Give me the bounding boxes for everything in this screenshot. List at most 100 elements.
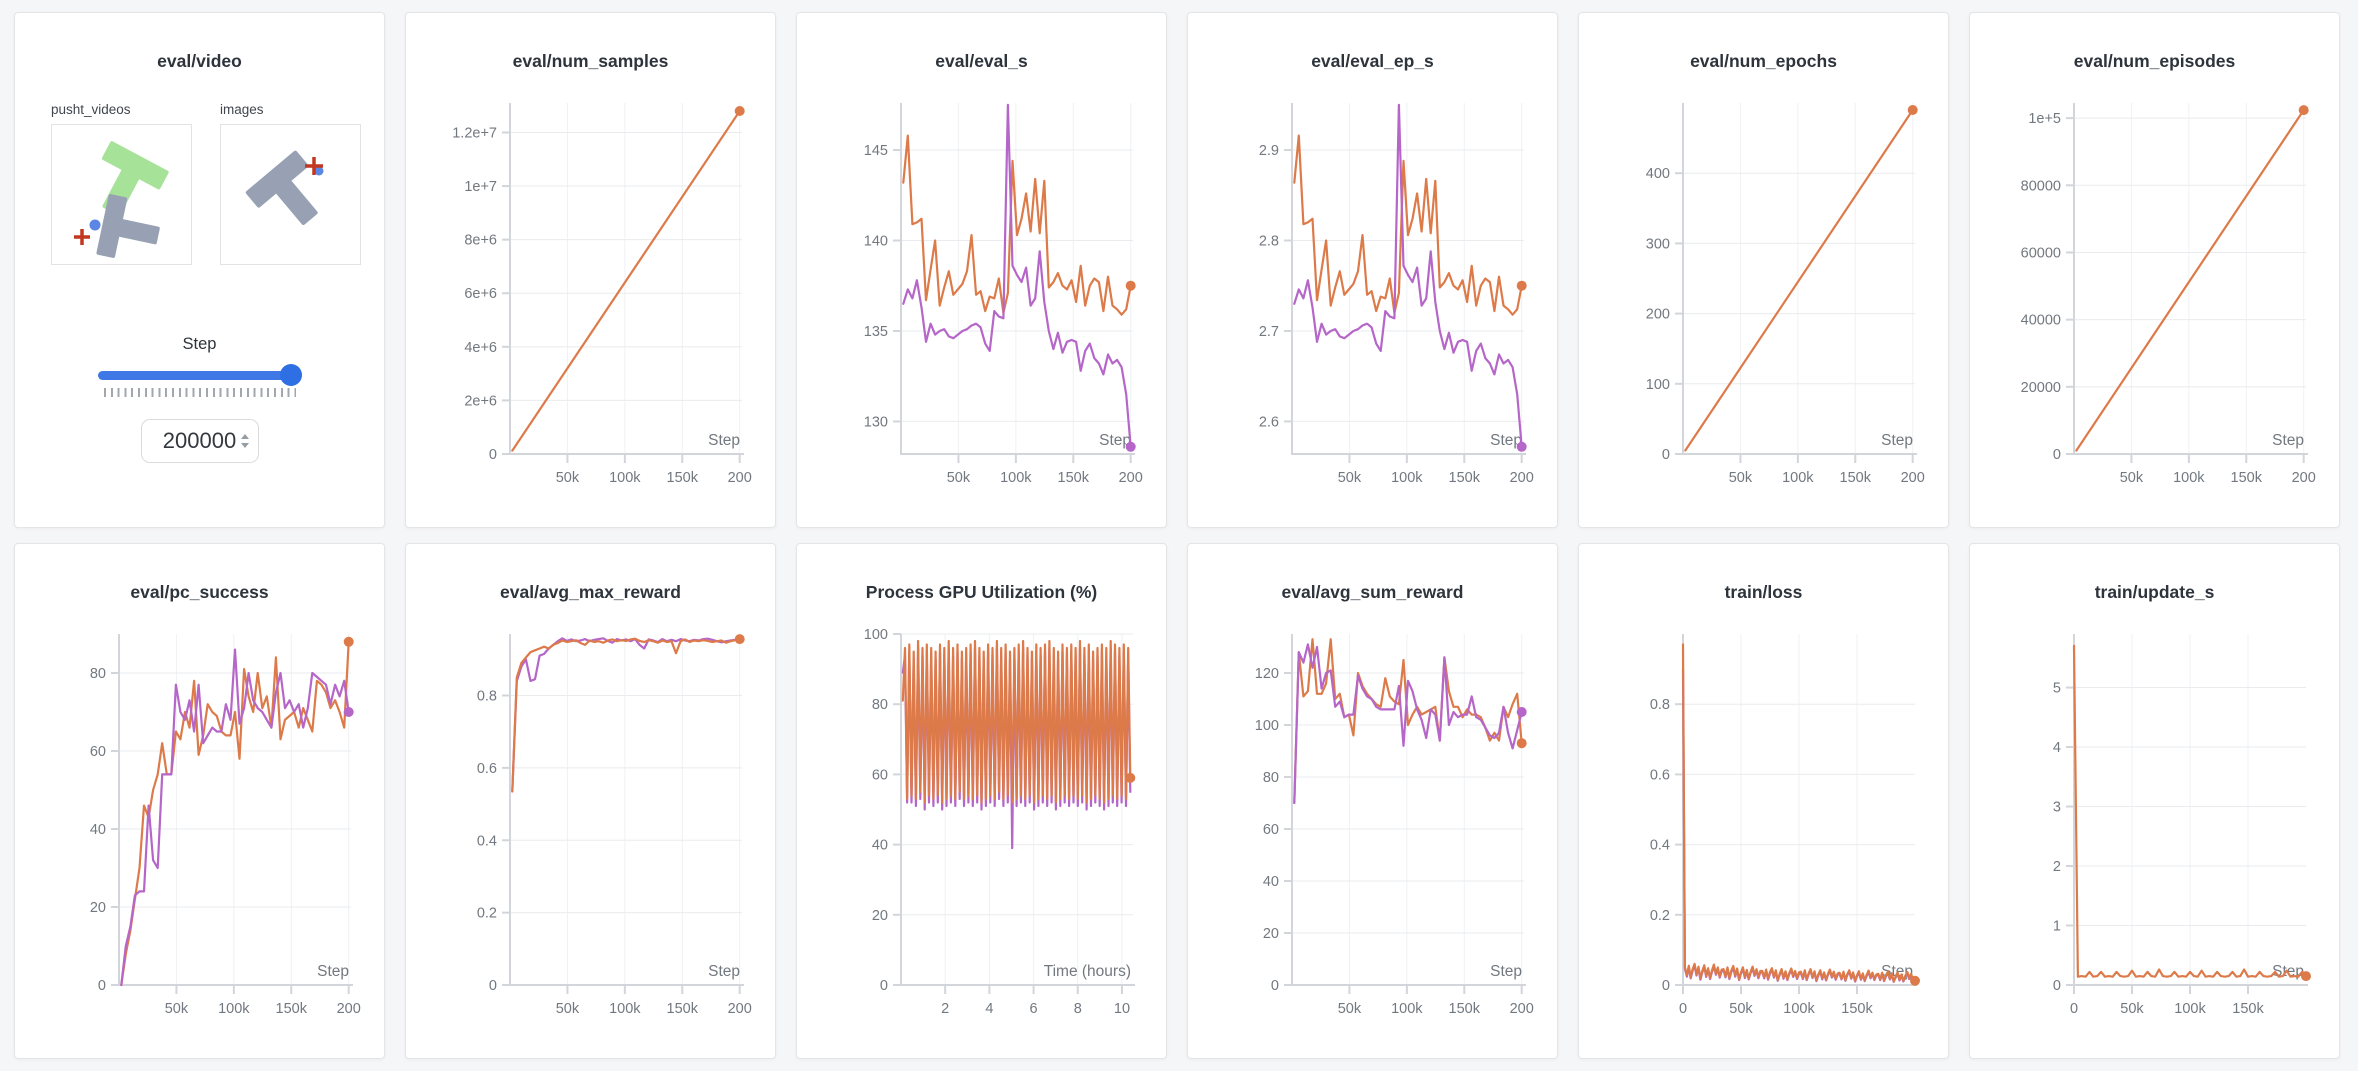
series-line-purple [1293,643,1523,805]
chart-title: eval/num_episodes [2073,51,2236,71]
x-tick-label: 8 [1074,1001,1082,1017]
step-input-value: 200000 [162,428,237,453]
step-up-icon[interactable] [240,434,249,439]
y-tick-label: 20 [1263,926,1279,942]
stepper-arrows-icon[interactable] [240,434,249,448]
x-tick-label: 100k [1783,1001,1815,1017]
panel-eval-num-episodes: eval/num_episodes 50k 100k 150k 200 0 20000 400… [1969,12,2340,528]
panel-process-gpu-utilization: Process GPU Utilization (%) 2 4 6 8 10 0 20 40 60… [796,543,1167,1059]
y-tick-label: 6e+6 [464,286,497,302]
series-end-dot-purple [1125,441,1136,452]
chart-canvas[interactable]: 50k 100k 150k 200 0 20000 40000 60000 80000 1e+5 S… [1970,13,2340,528]
chart-canvas[interactable]: 50k 100k 150k 200 0 20 40 60 80 Step [15,544,385,1059]
panel-eval-num-epochs: eval/num_epochs 50k 100k 150k 200 0 100 200 300 4… [1578,12,1949,528]
media-item-images: images [220,102,361,265]
y-tick-label: 1.2e+7 [452,125,497,141]
step-slider-label: Step [182,335,217,353]
series-line-purple [902,103,1132,448]
media-item-pusht-videos: pusht_videos [51,102,192,265]
y-tick-label: 135 [864,324,888,340]
x-tick-label: 100k [1000,470,1032,486]
step-input[interactable]: 200000 [140,419,259,463]
x-tick-label: 200 [2292,470,2316,486]
series-line-orange [901,639,1132,804]
y-tick-label: 1e+7 [464,179,497,195]
chart-canvas[interactable]: 50k 100k 150k 200 130 135 140 145 Step [797,13,1167,528]
x-tick-label: 50k [556,470,580,486]
series-line-orange [1681,643,1917,983]
panel-eval-video: eval/video pusht_videos [14,12,385,528]
x-tick-label: 150k [1058,470,1090,486]
y-tick-label: 2.6 [1259,414,1279,430]
media-row: pusht_videos [15,102,384,265]
chart-title: train/update_s [2094,582,2215,602]
y-tick-label: 1 [2053,919,2061,935]
x-tick-label: 50k [2120,1001,2144,1017]
goal-dot [89,219,101,231]
images-thumbnail[interactable] [220,124,361,265]
x-tick-label: 200 [728,470,752,486]
chart-canvas[interactable]: 50k 100k 150k 200 0 20 40 60 80 100 120 Step [1188,544,1558,1059]
x-tick-label: 200 [728,1001,752,1017]
x-tick-label: 200 [1510,470,1534,486]
pusht-videos-thumbnail[interactable] [51,124,192,265]
y-tick-label: 0.8 [477,689,497,705]
x-tick-label: 50k [1338,1001,1362,1017]
step-slider-thumb[interactable] [280,364,303,386]
chart-canvas[interactable]: 50k 100k 150k 200 0 2e+6 4e+6 6e+6 8e+6 1e+7 1.2e+… [406,13,776,528]
x-axis-label: Step [708,963,740,980]
y-tick-label: 0 [880,978,888,994]
series-end-dot-orange [734,106,745,116]
chart-canvas[interactable]: 50k 100k 150k 200 0 0.2 0.4 0.6 0.8 Step [406,544,776,1059]
chart-canvas[interactable]: 50k 100k 150k 200 0 100 200 300 400 Step [1579,13,1949,528]
x-tick-label: 150k [1840,470,1872,486]
x-tick-label: 6 [1030,1001,1038,1017]
step-slider[interactable] [97,364,303,386]
y-tick-label: 5 [2053,681,2061,697]
series-line-purple [120,648,350,987]
step-down-icon[interactable] [240,443,249,448]
step-slider-track[interactable] [97,371,302,380]
x-tick-label: 10 [1114,1001,1130,1017]
x-tick-label: 100k [2173,470,2205,486]
series-line-orange [120,640,350,987]
x-tick-label: 150k [1449,1001,1481,1017]
chart-title: eval/eval_s [935,51,1028,71]
panel-train-loss: train/loss 0 50k 100k 150k 0 0.2 0.4 0.6 0.8 Step [1578,543,1949,1059]
x-tick-label: 50k [556,1001,580,1017]
x-tick-label: 150k [2231,470,2263,486]
y-tick-label: 2.8 [1259,234,1279,250]
series-end-dot-purple [1516,441,1527,452]
x-tick-label: 200 [337,1001,361,1017]
x-tick-label: 50k [947,470,971,486]
y-tick-label: 20000 [2021,380,2061,396]
y-tick-label: 100 [864,627,888,643]
x-tick-label: 2 [941,1001,949,1017]
series-line-orange [1293,638,1523,805]
series-end-dot-orange [1516,280,1527,291]
y-tick-label: 4e+6 [464,340,497,356]
y-tick-label: 145 [864,143,888,159]
image-frame [245,150,324,225]
series-line-orange [2075,108,2305,452]
chart-title: eval/avg_max_reward [500,582,681,602]
media-label: pusht_videos [51,102,131,117]
chart-title: eval/avg_sum_reward [1281,582,1464,602]
x-tick-label: 100k [1391,1001,1423,1017]
series-end-dot-orange [1907,105,1918,115]
y-tick-label: 80 [1263,770,1279,786]
x-axis-label: Step [1490,432,1522,449]
chart-canvas[interactable]: 50k 100k 150k 200 2.6 2.7 2.8 2.9 Step [1188,13,1558,528]
y-tick-label: 2e+6 [464,393,497,409]
x-axis-label: Step [1490,963,1522,980]
x-tick-label: 100k [609,1001,641,1017]
x-tick-label: 50k [165,1001,189,1017]
panel-eval-avg-max-reward: eval/avg_max_reward 50k 100k 150k 200 0 0.2 0.4… [405,543,776,1059]
y-tick-label: 60000 [2021,245,2061,261]
y-tick-label: 0 [489,447,497,463]
target-cross [74,229,90,245]
x-tick-label: 150k [667,470,699,486]
